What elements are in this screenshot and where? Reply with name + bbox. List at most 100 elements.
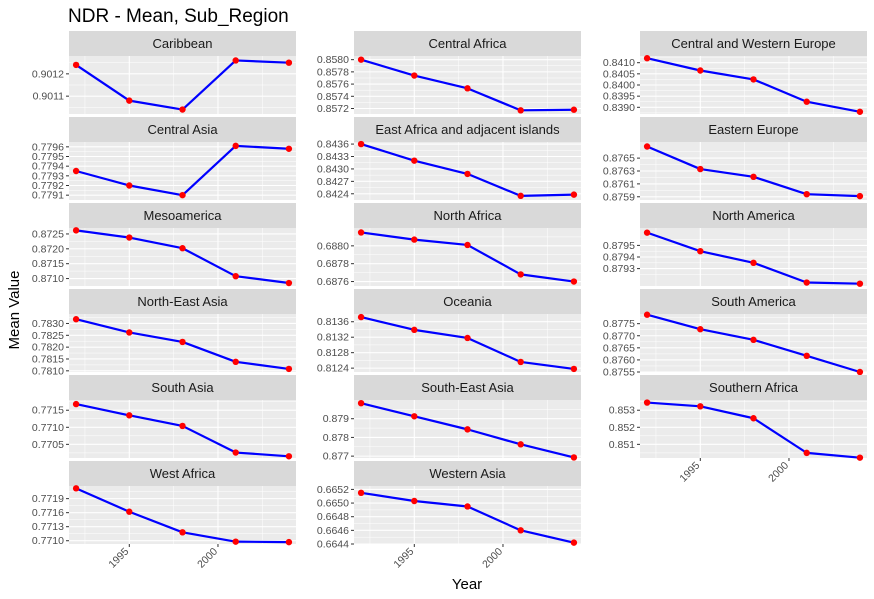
y-tick-label: 0.7716	[32, 507, 64, 519]
data-point	[643, 229, 651, 236]
facet-strip-label: Caribbean	[153, 36, 213, 51]
data-point	[232, 142, 239, 150]
data-point	[697, 326, 704, 333]
data-point	[570, 539, 578, 546]
y-tick-label: 0.8760	[603, 354, 635, 366]
y-tick-label: 0.8427	[317, 176, 349, 188]
data-point	[72, 485, 80, 492]
data-point	[232, 358, 239, 366]
data-point	[803, 279, 810, 286]
facet-strip-label: South America	[711, 294, 796, 309]
data-point	[411, 236, 418, 243]
facet-strip	[69, 375, 296, 400]
data-point	[357, 56, 365, 63]
y-tick-label: 0.8136	[317, 316, 349, 328]
data-point	[570, 365, 578, 373]
data-point	[72, 316, 80, 323]
y-tick-label: 0.8395	[603, 91, 635, 103]
facet-strip	[69, 461, 296, 486]
facet-strip-label: East Africa and adjacent islands	[375, 122, 560, 137]
facet-strip	[354, 31, 581, 56]
y-tick-label: 0.7705	[32, 439, 64, 451]
data-point	[179, 338, 186, 346]
y-tick-label: 0.8725	[32, 228, 64, 240]
data-point	[126, 412, 133, 419]
x-tick-label: 1995	[106, 546, 131, 571]
y-tick-label: 0.852	[609, 422, 635, 434]
data-point	[570, 454, 578, 461]
facet-strip-label: Southern Africa	[709, 380, 799, 395]
facet-panel: Mesoamerica 0.8710 0.8715 0.8720 0.8725	[32, 203, 296, 287]
facet-strip	[69, 31, 296, 56]
facet-panel: Southern Africa 0.851 0.852 0.853 1995 2000	[609, 375, 867, 485]
y-tick-label: 0.8572	[317, 103, 349, 115]
x-tick-label: 2000	[766, 460, 791, 485]
y-tick-label: 0.8580	[317, 54, 349, 66]
facet-panel: South-East Asia 0.877 0.878 0.879	[323, 375, 581, 463]
y-tick-label: 0.6650	[317, 498, 349, 510]
y-tick-label: 0.7820	[32, 342, 64, 354]
panel-background	[69, 228, 296, 286]
facet-panel: Central and Western Europe0.83900.83950.…	[603, 31, 867, 115]
facet-strip	[640, 117, 867, 142]
facet-panel: West Africa 0.7710 0.7713 0.7716 0.7719 1995 2…	[32, 461, 296, 571]
data-point	[643, 399, 651, 406]
facet-strip	[69, 117, 296, 142]
y-tick-label: 0.6652	[317, 484, 349, 496]
data-point	[856, 454, 864, 461]
data-point	[643, 143, 651, 150]
y-tick-label: 0.7825	[32, 330, 64, 342]
facet-strip	[354, 117, 581, 142]
y-tick-label: 0.7796	[32, 141, 64, 153]
data-point	[803, 449, 810, 457]
y-tick-label: 0.8759	[603, 191, 635, 203]
data-point	[411, 497, 418, 505]
x-tick-label: 1995	[391, 546, 416, 571]
y-tick-label: 0.8574	[317, 91, 349, 103]
y-tick-label: 0.6646	[317, 525, 349, 537]
facet-strip	[69, 289, 296, 314]
facet-strip-label: Central and Western Europe	[671, 36, 836, 51]
y-tick-label: 0.878	[323, 432, 349, 444]
data-point	[803, 352, 810, 360]
data-point	[856, 192, 864, 200]
data-point	[179, 422, 186, 430]
y-tick-label: 0.8775	[603, 318, 635, 330]
facet-strip	[640, 31, 867, 56]
data-point	[411, 413, 418, 420]
facet-strip-label: Oceania	[443, 294, 492, 309]
y-tick-label: 0.851	[609, 439, 635, 451]
y-tick-label: 0.8794	[603, 252, 635, 264]
data-point	[72, 400, 80, 408]
data-point	[126, 97, 133, 104]
panel-background	[354, 486, 581, 544]
y-tick-label: 0.877	[323, 451, 349, 463]
y-tick-label: 0.8424	[317, 188, 349, 200]
y-tick-label: 0.8124	[317, 363, 349, 375]
data-point	[856, 108, 864, 115]
data-point	[411, 157, 418, 164]
y-tick-label: 0.8710	[32, 273, 64, 285]
data-point	[517, 441, 524, 448]
y-tick-label: 0.6878	[317, 258, 349, 270]
data-point	[750, 336, 757, 344]
y-tick-label: 0.8793	[603, 263, 635, 275]
data-point	[126, 234, 133, 241]
data-point	[126, 508, 133, 515]
data-point	[517, 527, 524, 534]
y-tick-label: 0.8795	[603, 240, 635, 252]
data-point	[357, 229, 365, 236]
data-point	[179, 106, 186, 113]
data-point	[750, 173, 757, 180]
data-point	[517, 271, 524, 278]
data-point	[285, 279, 293, 287]
data-point	[232, 538, 239, 545]
x-axis-title: Year	[452, 576, 482, 593]
facet-strip-label: Western Asia	[429, 466, 506, 481]
data-point	[570, 191, 578, 198]
data-point	[750, 415, 757, 422]
y-tick-label: 0.8715	[32, 258, 64, 270]
